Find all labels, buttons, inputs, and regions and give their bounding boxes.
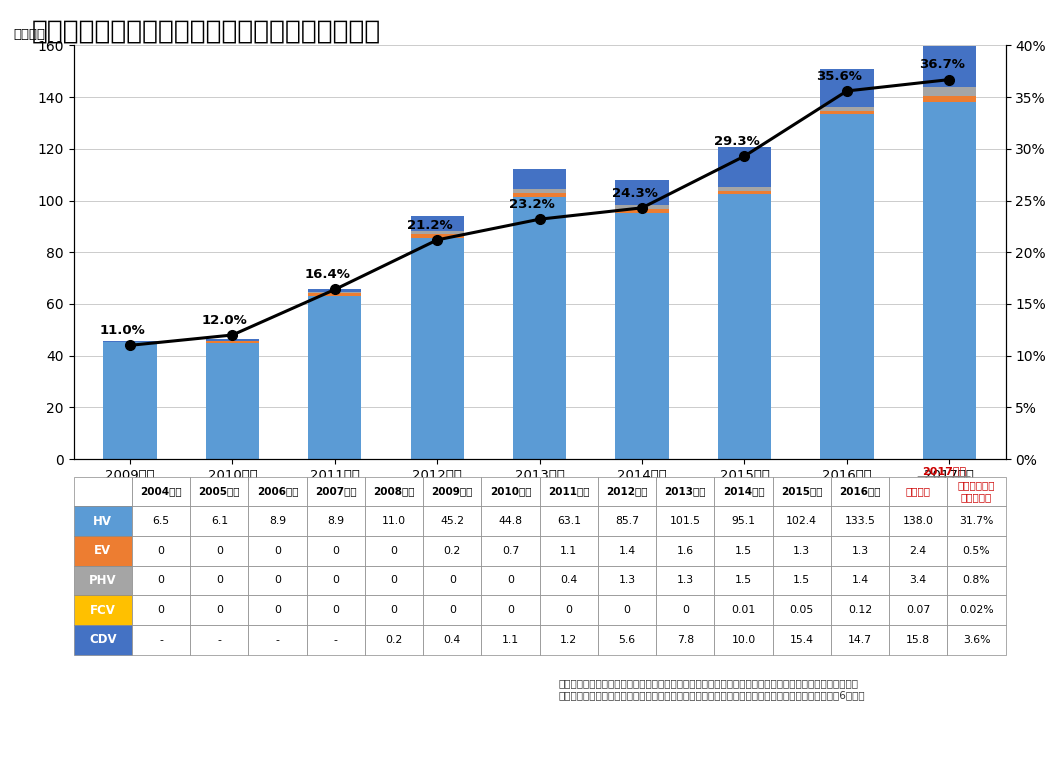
Bar (718, 194, 771, 459)
Bar (615, 213, 669, 459)
Bar (309, 296, 361, 459)
Text: 36.7%: 36.7% (918, 58, 965, 71)
Bar (205, 339, 259, 341)
Bar (922, 96, 976, 102)
Bar (513, 169, 567, 190)
Bar (309, 289, 361, 292)
Bar (309, 293, 361, 296)
Text: 29.3%: 29.3% (714, 135, 759, 148)
Bar (922, 46, 976, 87)
Bar (615, 209, 669, 213)
Text: 16.4%: 16.4% (304, 268, 351, 281)
Bar (615, 180, 669, 205)
Bar (718, 191, 771, 194)
Bar (820, 111, 874, 114)
Bar (922, 87, 976, 96)
Bar (820, 114, 874, 459)
Bar (513, 193, 567, 196)
Bar (922, 102, 976, 459)
Bar (411, 216, 464, 230)
Bar (411, 230, 464, 234)
Bar (718, 147, 771, 187)
Bar (513, 196, 567, 459)
Bar (820, 107, 874, 111)
Text: 24.3%: 24.3% (612, 186, 657, 199)
Text: （万台）: （万台） (13, 28, 45, 42)
Bar (513, 190, 567, 193)
Bar (411, 234, 464, 237)
Text: 11.0%: 11.0% (99, 324, 145, 337)
Bar (103, 340, 157, 342)
Bar (309, 292, 361, 293)
Bar (205, 343, 259, 459)
Text: 23.2%: 23.2% (509, 198, 555, 211)
Bar (411, 237, 464, 459)
Bar (615, 205, 669, 209)
Bar (205, 341, 259, 343)
Bar (820, 69, 874, 107)
Text: 21.2%: 21.2% (406, 219, 453, 232)
Text: 35.6%: 35.6% (816, 70, 862, 83)
Text: （参考）日本の次世代自動車の年間販売台数推移: （参考）日本の次世代自動車の年間販売台数推移 (32, 19, 381, 45)
Text: 2017年度: 2017年度 (922, 465, 967, 475)
Bar (718, 187, 771, 191)
Text: 12.0%: 12.0% (202, 314, 247, 327)
Text: 出所：「総合エネルギー調査省エネルギー・新エネルギー分科会省エネルギー小委員会自動車判断基準ワー
キンググループ」「交通政策審議会陸上交通分科会自動車部会自動車: 出所：「総合エネルギー調査省エネルギー・新エネルギー分科会省エネルギー小委員会自… (558, 678, 865, 700)
Bar (103, 342, 157, 459)
